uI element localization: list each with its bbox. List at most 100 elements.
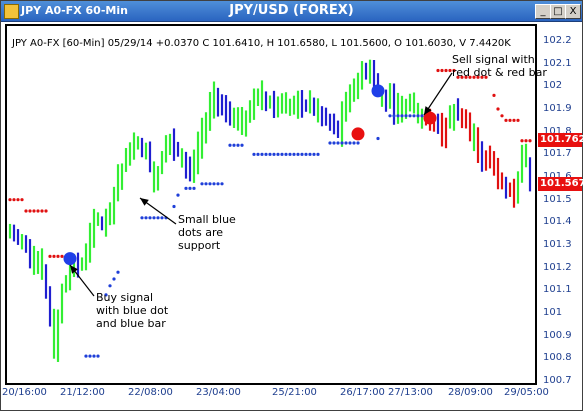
support-dot	[352, 141, 356, 145]
support-dot	[264, 152, 268, 156]
resistance-dot	[480, 75, 484, 79]
y-tick-label: 101.9	[543, 103, 572, 114]
support-annotation-line-3: support	[178, 239, 221, 252]
y-tick-label: 101.4	[543, 216, 572, 228]
support-dot	[272, 152, 276, 156]
support-dot	[416, 114, 420, 118]
resistance-dot	[436, 68, 440, 73]
support-dot	[200, 182, 204, 186]
resistance-dot	[516, 118, 520, 122]
x-tick-label: 20/16:00	[2, 387, 47, 398]
title-bar[interactable]: JPY A0-FX 60-Min JPY/USD (FOREX) _ □ X	[1, 1, 582, 22]
resistance-dot	[448, 68, 452, 73]
support-dot	[220, 182, 224, 186]
support-dot	[412, 114, 416, 118]
support-dot	[296, 152, 300, 156]
support-dot	[152, 216, 156, 220]
support-dot	[252, 152, 256, 156]
support-dot	[160, 216, 164, 220]
support-dot	[404, 114, 408, 118]
buy-signal-dot	[371, 84, 385, 98]
support-dot	[356, 141, 360, 145]
support-dot	[192, 186, 196, 190]
resistance-dot	[520, 139, 524, 143]
y-tick-label: 102.1	[543, 57, 572, 69]
support-dot	[300, 152, 304, 156]
resistance-dot	[40, 209, 44, 213]
y-tick-label: 102	[543, 80, 563, 92]
support-dot	[400, 114, 404, 118]
support-dot	[408, 114, 412, 118]
y-tick-label: 100.8	[543, 352, 572, 364]
resistance-dot	[496, 107, 500, 111]
sell-signal-dot	[351, 127, 365, 141]
resistance-dot	[16, 198, 20, 202]
support-dot	[260, 152, 264, 156]
resistance-dot	[32, 209, 36, 213]
support-dot	[204, 182, 208, 186]
resistance-dot	[472, 75, 476, 79]
chart-title: JPY/USD (FOREX)	[229, 3, 354, 18]
x-tick-label: 25/21:00	[272, 387, 317, 398]
plot-area[interactable]	[5, 24, 537, 385]
support-dot	[348, 141, 352, 145]
support-dot	[376, 136, 380, 141]
support-dot	[188, 186, 192, 190]
sell-annotation-line-1: Sell signal with	[452, 53, 535, 66]
support-dot	[88, 354, 92, 358]
buy-annotation: Buy signal with blue dot and blue bar	[96, 291, 168, 330]
support-dot	[232, 143, 236, 147]
support-dot	[140, 216, 144, 220]
y-tick-label: 101.5	[543, 193, 572, 205]
resistance-dot	[512, 118, 516, 122]
resistance-dot	[440, 68, 444, 73]
resistance-dot	[36, 209, 40, 213]
x-tick-label: 28/09:00	[448, 387, 493, 398]
support-dot	[92, 354, 96, 358]
x-tick-label: 22/08:00	[128, 387, 173, 398]
support-dot	[212, 182, 216, 186]
resistance-dot	[20, 198, 24, 202]
support-dot	[172, 204, 176, 209]
support-dot	[308, 152, 312, 156]
support-dot	[228, 143, 232, 147]
price-label-upper: 101.762	[538, 133, 583, 148]
y-tick-label: 101.8	[543, 125, 572, 137]
sell-arrow	[423, 72, 453, 116]
support-annotation-line-2: dots are	[178, 226, 224, 239]
resistance-dot	[444, 68, 448, 73]
resistance-dot	[460, 75, 464, 79]
resistance-dot	[524, 139, 528, 143]
y-tick-label: 101.2	[543, 261, 572, 273]
support-annotation: Small blue dots are support	[178, 213, 236, 252]
sell-signal-dot	[423, 111, 437, 125]
support-dot	[420, 114, 424, 118]
support-dot	[144, 216, 148, 220]
support-dot	[344, 141, 348, 145]
app-icon	[4, 4, 19, 19]
support-dot	[332, 141, 336, 145]
sell-arrow-head	[424, 106, 432, 115]
resistance-dot	[28, 209, 32, 213]
resistance-dot	[24, 209, 28, 213]
support-arrow-head	[140, 198, 149, 206]
y-axis: 102.2102.1102101.9101.8101.7101.6101.510…	[537, 24, 581, 386]
window-title: JPY A0-FX 60-Min	[21, 4, 128, 17]
buy-annotation-line-1: Buy signal	[96, 291, 154, 304]
sell-annotation-line-2: red dot & red bar	[452, 66, 547, 79]
support-dot	[216, 182, 220, 186]
support-dot	[312, 152, 316, 156]
support-dot	[208, 182, 212, 186]
support-dot	[276, 152, 280, 156]
resistance-dot	[504, 118, 508, 122]
price-label-lower: 101.567	[538, 177, 583, 192]
close-button[interactable]: X	[565, 4, 581, 19]
support-dot	[84, 354, 88, 358]
support-dot	[96, 354, 100, 358]
resistance-dot	[500, 114, 504, 118]
y-tick-label: 101	[543, 307, 563, 318]
support-dot	[396, 114, 400, 118]
resistance-dot	[56, 254, 60, 258]
resistance-dot	[452, 68, 456, 73]
